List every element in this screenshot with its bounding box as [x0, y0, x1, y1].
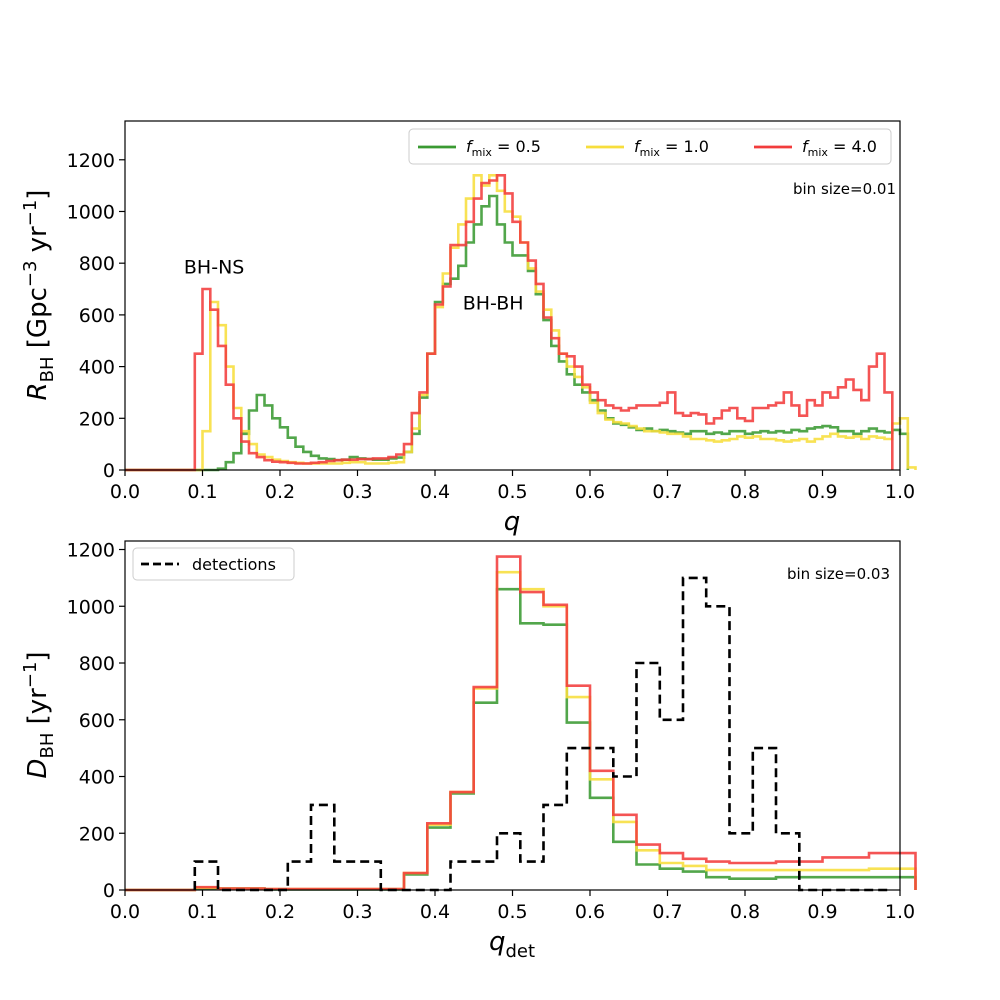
legend-entry-fmix-4-0: fmix = 4.0 [754, 137, 877, 159]
top-series-f-mix-1-0 [125, 174, 917, 472]
top-x-tick-label: 0.8 [730, 481, 760, 503]
bottom-y-axis-label: DBH [yr−1] [20, 651, 58, 778]
annotation-bh-ns: BH-NS [184, 257, 244, 279]
bottom-x-tick-label: 0.7 [652, 901, 682, 923]
top-bin-size-note: bin size=0.01 [793, 180, 896, 198]
bottom-x-axis-label: qdet [489, 927, 535, 962]
bottom-x-tick-label: 0.1 [187, 901, 217, 923]
top-series-f-mix-4-0 [125, 174, 894, 472]
top-series-group [125, 174, 917, 472]
bottom-y-tick-label: 200 [79, 823, 115, 845]
top-y-ticks: 0 200 400 600 800 1000 1200 [67, 150, 125, 482]
bottom-legend: detections [132, 547, 295, 581]
top-legend-box [408, 128, 892, 165]
bottom-y-tick-label: 800 [79, 653, 115, 675]
top-x-ticks: 0.0 0.1 0.2 0.3 0.4 0.5 0.6 0.7 0.8 0.9 1.0 [110, 470, 915, 503]
bottom-series-group [125, 555, 917, 892]
top-x-tick-label: 0.5 [497, 481, 527, 503]
bottom-y-ticks: 0 200 400 600 800 1000 1200 [67, 540, 125, 902]
bottom-y-tick-label: 600 [79, 710, 115, 732]
bottom-histogram-panel: 0.0 0.1 0.2 0.3 0.4 0.5 0.6 0.7 0.8 0.9 1.0 0 200 40… [20, 540, 917, 962]
bottom-x-tick-label: 0.6 [575, 901, 605, 923]
top-series-f-mix-0-5 [125, 194, 910, 472]
top-x-tick-label: 0.1 [187, 481, 217, 503]
top-x-axis-label: q [504, 507, 521, 537]
top-histogram-panel: 0.0 0.1 0.2 0.3 0.4 0.5 0.6 0.7 0.8 0.9 1.0 0 200 40… [20, 120, 917, 537]
legend-label-fmix-4-0: fmix = 4.0 [802, 137, 877, 159]
top-y-tick-label: 0 [103, 460, 115, 482]
bottom-plot-frame [124, 540, 901, 891]
bottom-x-tick-label: 1.0 [885, 901, 915, 923]
legend-label-fmix-0-5: fmix = 0.5 [466, 137, 541, 159]
top-x-tick-label: 0.9 [807, 481, 837, 503]
legend-label-fmix-1-0: fmix = 1.0 [634, 137, 709, 159]
bottom-x-tick-label: 0.3 [342, 901, 372, 923]
bottom-legend-box [132, 547, 295, 581]
top-y-tick-label: 800 [79, 253, 115, 275]
top-y-tick-label: 600 [79, 305, 115, 327]
top-legend: fmix = 0.5 fmix = 1.0 fmix = 4.0 [408, 128, 892, 165]
bottom-y-tick-label: 0 [103, 880, 115, 902]
bottom-x-tick-label: 0.2 [265, 901, 295, 923]
top-x-tick-label: 0.7 [652, 481, 682, 503]
bottom-series-detections [193, 576, 893, 892]
bottom-y-tick-label: 1000 [67, 596, 115, 618]
top-y-axis-label: RBH [Gpc−3 yr−1] [20, 190, 58, 401]
bottom-x-ticks: 0.0 0.1 0.2 0.3 0.4 0.5 0.6 0.7 0.8 0.9 1.0 [110, 890, 915, 923]
legend-entry-fmix-0-5: fmix = 0.5 [418, 137, 541, 159]
bottom-x-tick-label: 0.9 [807, 901, 837, 923]
legend-entry-fmix-1-0: fmix = 1.0 [586, 137, 709, 159]
top-y-tick-label: 1200 [67, 150, 115, 172]
top-y-tick-label: 200 [79, 408, 115, 430]
bottom-y-tick-label: 1200 [67, 540, 115, 562]
top-y-tick-label: 400 [79, 357, 115, 379]
legend-label-detections: detections [192, 555, 276, 574]
top-x-tick-label: 0.4 [420, 481, 450, 503]
bottom-bin-size-note: bin size=0.03 [787, 565, 890, 583]
top-y-tick-label: 1000 [67, 201, 115, 223]
bottom-y-tick-label: 400 [79, 767, 115, 789]
bottom-x-tick-label: 0.5 [497, 901, 527, 923]
bottom-x-tick-label: 0.8 [730, 901, 760, 923]
bottom-x-tick-label: 0.4 [420, 901, 450, 923]
annotation-bh-bh: BH-BH [463, 293, 524, 315]
top-x-tick-label: 0.6 [575, 481, 605, 503]
bottom-x-tick-label: 0.0 [110, 901, 140, 923]
top-x-tick-label: 0.3 [342, 481, 372, 503]
top-x-tick-label: 0.2 [265, 481, 295, 503]
top-x-tick-label: 0.0 [110, 481, 140, 503]
top-x-tick-label: 1.0 [885, 481, 915, 503]
